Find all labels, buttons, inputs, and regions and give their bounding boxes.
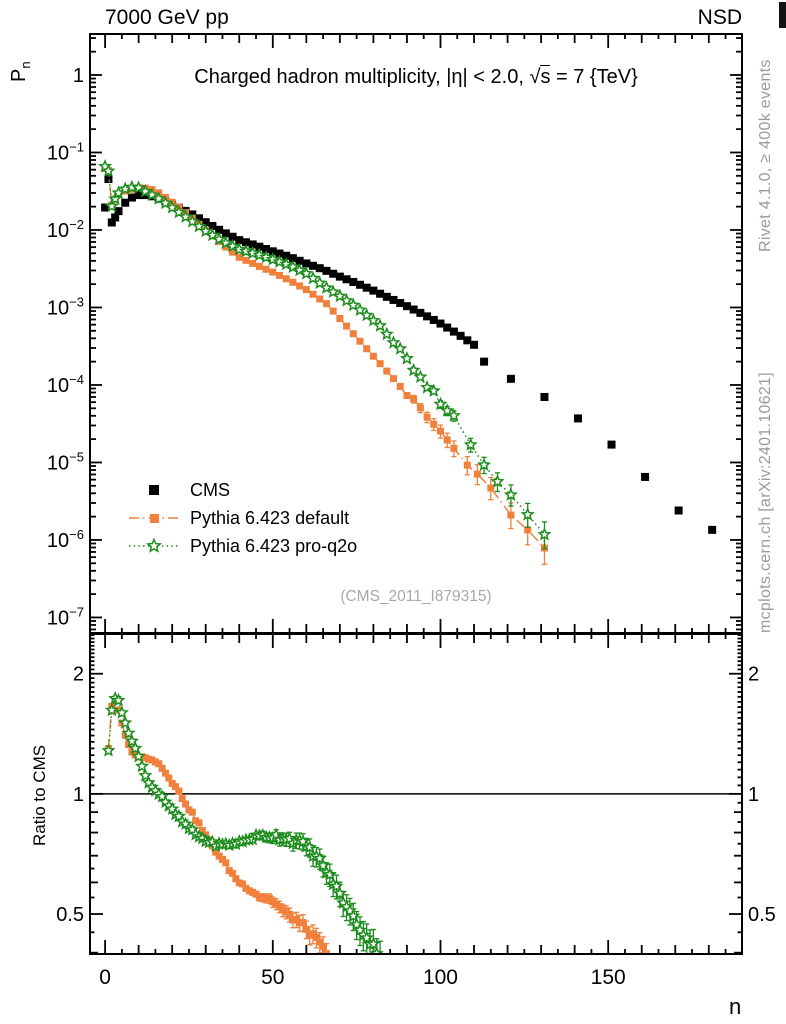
header-event-class: NSD (697, 6, 742, 29)
side-note-rivet-version: Rivet 4.1.0, ≥ 400k events (757, 59, 774, 252)
legend-label-cms: CMS (190, 479, 230, 500)
analysis-id-watermark: (CMS_2011_I879315) (340, 588, 492, 605)
legend-item-cms: CMS (128, 477, 230, 503)
legend-label-pythia-default: Pythia 6.423 default (190, 507, 350, 528)
svg-text:10−7: 10−7 (47, 604, 84, 629)
pythia-default-marker-swatch (129, 514, 179, 523)
legend-label-pythia-proq2o: Pythia 6.423 pro-q2o (190, 535, 358, 556)
svg-text:150: 150 (591, 966, 626, 989)
svg-text:0.5: 0.5 (56, 904, 84, 926)
top-right-edge-artifact (779, 2, 786, 28)
x-axis-label: n (729, 994, 742, 1019)
svg-text:100: 100 (423, 966, 458, 989)
pythia-proq2o-marker-swatch (129, 537, 179, 553)
ratio-y-axis-label: Ratio to CMS (30, 744, 49, 846)
legend-item-pythia-default: Pythia 6.423 default (128, 505, 349, 531)
svg-text:0: 0 (99, 966, 111, 989)
svg-text:2: 2 (748, 664, 759, 686)
svg-text:10−2: 10−2 (47, 217, 84, 242)
svg-text:50: 50 (261, 966, 284, 989)
svg-text:10−4: 10−4 (47, 372, 84, 397)
svg-text:1: 1 (73, 65, 84, 87)
plot-title: Charged hadron multiplicity, |η| < 2.0, … (194, 65, 638, 88)
series-main-proq2o (98, 159, 552, 550)
header-beam-energy: 7000 GeV pp (105, 6, 229, 29)
series-ratio-proq2o (101, 691, 384, 953)
side-note-mcplots-arxiv: mcplots.cern.ch [arXiv:2401.10621] (757, 371, 774, 633)
legend-item-pythia-proq2o: Pythia 6.423 pro-q2o (128, 533, 357, 559)
y-axis-label-pn: Pn (8, 61, 33, 82)
svg-text:10−6: 10−6 (47, 527, 84, 552)
svg-text:1: 1 (748, 784, 759, 806)
svg-text:1: 1 (73, 784, 84, 806)
svg-text:2: 2 (73, 664, 84, 686)
axis-ticks (90, 34, 742, 954)
svg-text:10−5: 10−5 (47, 449, 84, 474)
series-ratio-default (104, 695, 330, 953)
series-main-cms (101, 174, 717, 534)
svg-text:0.5: 0.5 (748, 904, 776, 926)
svg-text:10−3: 10−3 (47, 294, 84, 319)
cms-marker-swatch (149, 485, 159, 495)
svg-text:10−1: 10−1 (47, 139, 84, 164)
